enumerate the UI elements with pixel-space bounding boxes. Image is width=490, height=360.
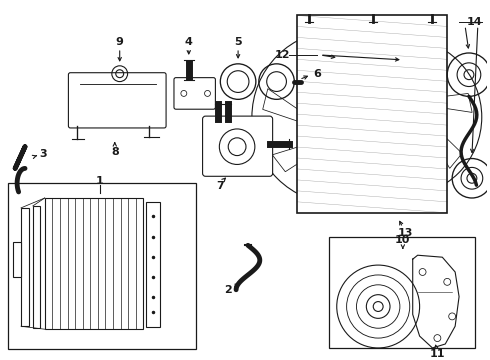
- Polygon shape: [354, 91, 415, 112]
- Text: 2: 2: [224, 285, 232, 295]
- Bar: [8, 183, 196, 349]
- Text: 4: 4: [185, 37, 193, 47]
- Text: 8: 8: [111, 147, 119, 157]
- Bar: [45, 198, 144, 329]
- Polygon shape: [327, 136, 354, 193]
- FancyBboxPatch shape: [69, 73, 166, 128]
- Text: 3: 3: [39, 149, 47, 159]
- Bar: [21, 208, 29, 326]
- Text: 14: 14: [467, 17, 483, 27]
- Text: 11: 11: [430, 349, 445, 359]
- FancyBboxPatch shape: [174, 78, 216, 109]
- Text: 1: 1: [96, 176, 104, 186]
- Bar: [297, 15, 447, 213]
- Text: 12: 12: [275, 50, 290, 60]
- Polygon shape: [398, 51, 442, 95]
- Polygon shape: [365, 51, 387, 108]
- Bar: [33, 206, 40, 328]
- Polygon shape: [263, 89, 317, 128]
- Text: 13: 13: [398, 228, 414, 238]
- Text: 5: 5: [234, 37, 242, 47]
- Polygon shape: [392, 134, 416, 186]
- Bar: [147, 202, 160, 327]
- Polygon shape: [416, 94, 472, 112]
- Polygon shape: [297, 44, 321, 107]
- Polygon shape: [424, 117, 462, 168]
- Text: 10: 10: [395, 235, 411, 246]
- Bar: [13, 242, 21, 277]
- Polygon shape: [334, 91, 383, 127]
- Text: 7: 7: [217, 181, 224, 191]
- Polygon shape: [362, 117, 404, 174]
- Bar: [329, 238, 475, 348]
- Polygon shape: [272, 138, 333, 172]
- Text: 6: 6: [313, 69, 321, 79]
- Polygon shape: [333, 45, 382, 93]
- FancyBboxPatch shape: [202, 116, 272, 176]
- Text: 9: 9: [116, 37, 123, 47]
- Polygon shape: [343, 136, 398, 167]
